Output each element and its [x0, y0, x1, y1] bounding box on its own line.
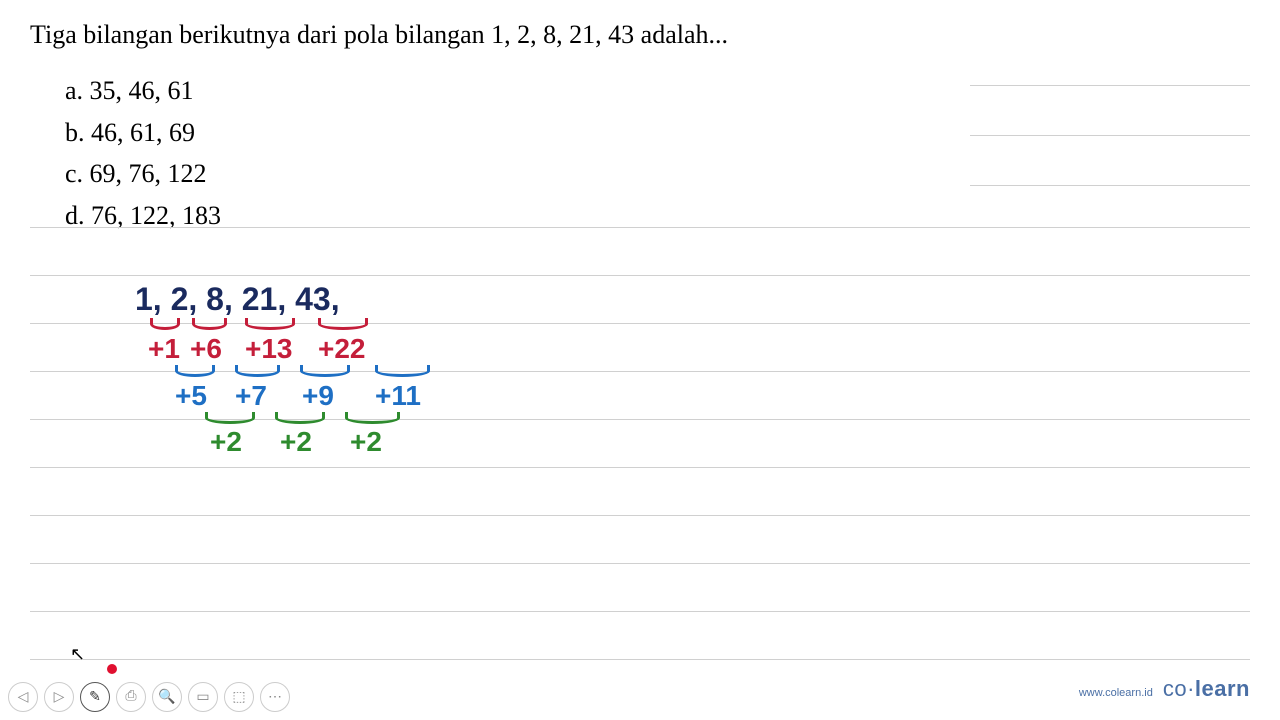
arc	[235, 365, 280, 377]
arc	[205, 412, 255, 424]
arc	[150, 318, 180, 330]
tool-button-4[interactable]: 🔍	[152, 682, 182, 712]
arc	[345, 412, 400, 424]
tool-button-0[interactable]: ◁	[8, 682, 38, 712]
handwriting-text: 1, 2, 8, 21, 43,	[135, 281, 340, 318]
handwriting-text: +5	[175, 380, 207, 412]
handwriting-text: +2	[280, 426, 312, 458]
handwriting-text: +7	[235, 380, 267, 412]
handwriting-text: +22	[318, 333, 366, 365]
footer-url: www.colearn.id	[1079, 687, 1153, 699]
handwriting-text: +9	[302, 380, 334, 412]
tool-button-6[interactable]: ⬚	[224, 682, 254, 712]
tool-button-7[interactable]: ⋯	[260, 682, 290, 712]
toolbar: ◁▷✎⎙🔍▭⬚⋯	[8, 682, 290, 712]
handwriting-text: +2	[210, 426, 242, 458]
tool-button-3[interactable]: ⎙	[116, 682, 146, 712]
ruled-paper	[30, 80, 1250, 680]
arc	[192, 318, 227, 330]
arc	[175, 365, 215, 377]
handwriting-text: +1	[148, 333, 180, 365]
handwriting-text: +2	[350, 426, 382, 458]
arc	[318, 318, 368, 330]
arc	[245, 318, 295, 330]
pointer-dot	[107, 664, 117, 674]
handwriting-text: +6	[190, 333, 222, 365]
arc	[375, 365, 430, 377]
arc	[300, 365, 350, 377]
handwriting-text: +11	[375, 380, 421, 412]
arc	[275, 412, 325, 424]
footer: www.colearn.id co·learn	[1079, 676, 1250, 702]
tool-button-2[interactable]: ✎	[80, 682, 110, 712]
footer-logo: co·learn	[1163, 676, 1250, 702]
tool-button-1[interactable]: ▷	[44, 682, 74, 712]
question-text: Tiga bilangan berikutnya dari pola bilan…	[0, 0, 1280, 60]
handwriting-text: +13	[245, 333, 293, 365]
cursor-icon: ↖	[70, 644, 85, 665]
tool-button-5[interactable]: ▭	[188, 682, 218, 712]
